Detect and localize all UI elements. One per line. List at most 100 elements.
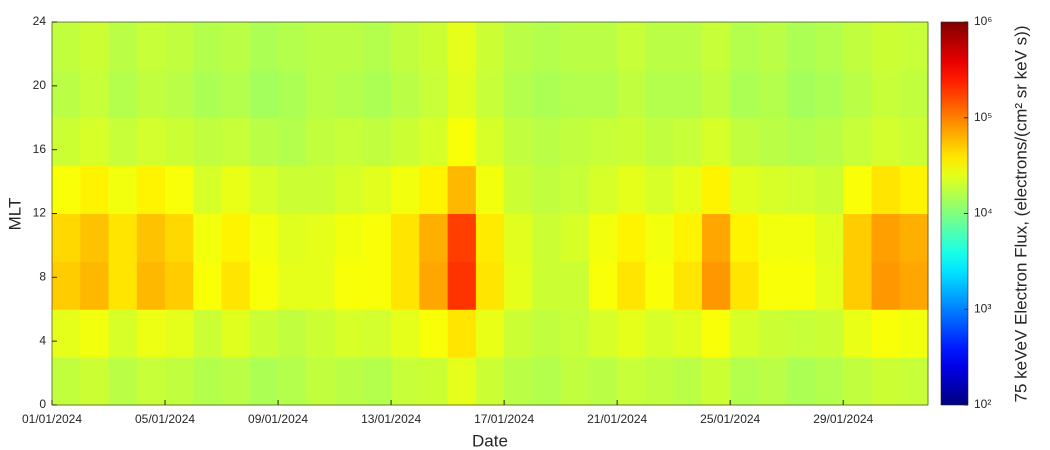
heat-cell (843, 165, 872, 214)
heat-cell (673, 69, 703, 119)
heat-cell (871, 357, 901, 406)
x-tick-label: 25/01/2024 (700, 412, 760, 426)
heat-cell (786, 309, 816, 358)
heat-cell (899, 22, 929, 71)
heat-cell (391, 165, 420, 214)
heat-cell (249, 309, 279, 358)
heat-cell (560, 22, 590, 71)
heat-cell (730, 117, 759, 167)
heat-cell (447, 165, 477, 214)
heat-cell (221, 213, 251, 262)
heat-cell (843, 261, 872, 310)
colorbar-tick-label: 10⁵ (974, 110, 992, 124)
heat-cell (362, 117, 392, 167)
heat-cell (221, 165, 251, 214)
heat-cell (419, 165, 449, 214)
heat-cell (52, 213, 81, 262)
heat-cell (391, 261, 420, 310)
heat-cell (165, 357, 194, 406)
heat-cell (249, 117, 279, 167)
heat-cell (645, 213, 675, 262)
heat-cell (165, 165, 194, 214)
heat-cell (814, 357, 844, 406)
y-tick-label: 4 (39, 333, 46, 347)
heat-cell (617, 213, 646, 262)
heat-cell (306, 261, 336, 310)
heat-cell (701, 309, 731, 358)
heat-cell (475, 165, 505, 214)
heat-cell (758, 357, 788, 406)
heat-cell (108, 309, 138, 358)
heat-cell (899, 165, 929, 214)
colorbar-tick-label: 10⁶ (974, 14, 992, 28)
heat-cell (108, 117, 138, 167)
heat-cell (617, 309, 646, 358)
heat-cell (899, 69, 929, 119)
heat-cell (871, 69, 901, 119)
heat-cell (532, 69, 562, 119)
heat-cell (588, 213, 618, 262)
heat-cell (221, 69, 251, 119)
heat-cell (306, 69, 336, 119)
heat-cell (504, 357, 533, 406)
heat-cell (306, 22, 336, 71)
y-axis-label: MLT (5, 198, 24, 231)
heat-cell (249, 22, 279, 71)
heat-cell (701, 213, 731, 262)
heat-cell (871, 309, 901, 358)
heat-cell (645, 69, 675, 119)
heat-cell (362, 357, 392, 406)
heat-cell (193, 261, 223, 310)
heat-cell (532, 117, 562, 167)
heat-cell (532, 357, 562, 406)
heat-cell (786, 165, 816, 214)
heat-cell (391, 117, 420, 167)
heat-cell (843, 357, 872, 406)
heat-cell (334, 22, 364, 71)
heat-cell (814, 309, 844, 358)
heat-cell (758, 213, 788, 262)
heat-cell (673, 22, 703, 71)
heat-cell (701, 357, 731, 406)
heat-cell (532, 213, 562, 262)
heat-cell (673, 117, 703, 167)
heat-cell (673, 357, 703, 406)
heat-cell (193, 69, 223, 119)
heat-cell (334, 261, 364, 310)
heat-cell (814, 165, 844, 214)
heat-cell (391, 213, 420, 262)
heat-cell (362, 213, 392, 262)
heat-cell (617, 261, 646, 310)
heat-cell (165, 261, 194, 310)
heat-cell (532, 261, 562, 310)
heat-cell (108, 261, 138, 310)
heat-cell (560, 261, 590, 310)
heat-cell (871, 22, 901, 71)
heat-cell (80, 309, 110, 358)
heat-cell (730, 261, 759, 310)
heat-cell (278, 165, 307, 214)
heat-cell (588, 117, 618, 167)
heat-cell (362, 261, 392, 310)
heat-cell (306, 165, 336, 214)
heat-cell (871, 117, 901, 167)
heat-cell (504, 117, 533, 167)
heat-cell (871, 165, 901, 214)
heat-cell (504, 69, 533, 119)
heat-cell (108, 22, 138, 71)
colorbar-tick-label: 10³ (974, 301, 991, 315)
colorbar-tick-label: 10² (974, 397, 991, 411)
heat-cell (786, 69, 816, 119)
heat-cell (306, 213, 336, 262)
heat-cell (814, 69, 844, 119)
heat-cell (532, 309, 562, 358)
heat-cell (278, 22, 307, 71)
heat-cell (730, 357, 759, 406)
heat-cell (136, 69, 166, 119)
heat-cell (560, 213, 590, 262)
heat-cell (814, 213, 844, 262)
heat-cell (475, 117, 505, 167)
heat-cell (758, 165, 788, 214)
heat-cell (730, 69, 759, 119)
heat-cell (645, 261, 675, 310)
